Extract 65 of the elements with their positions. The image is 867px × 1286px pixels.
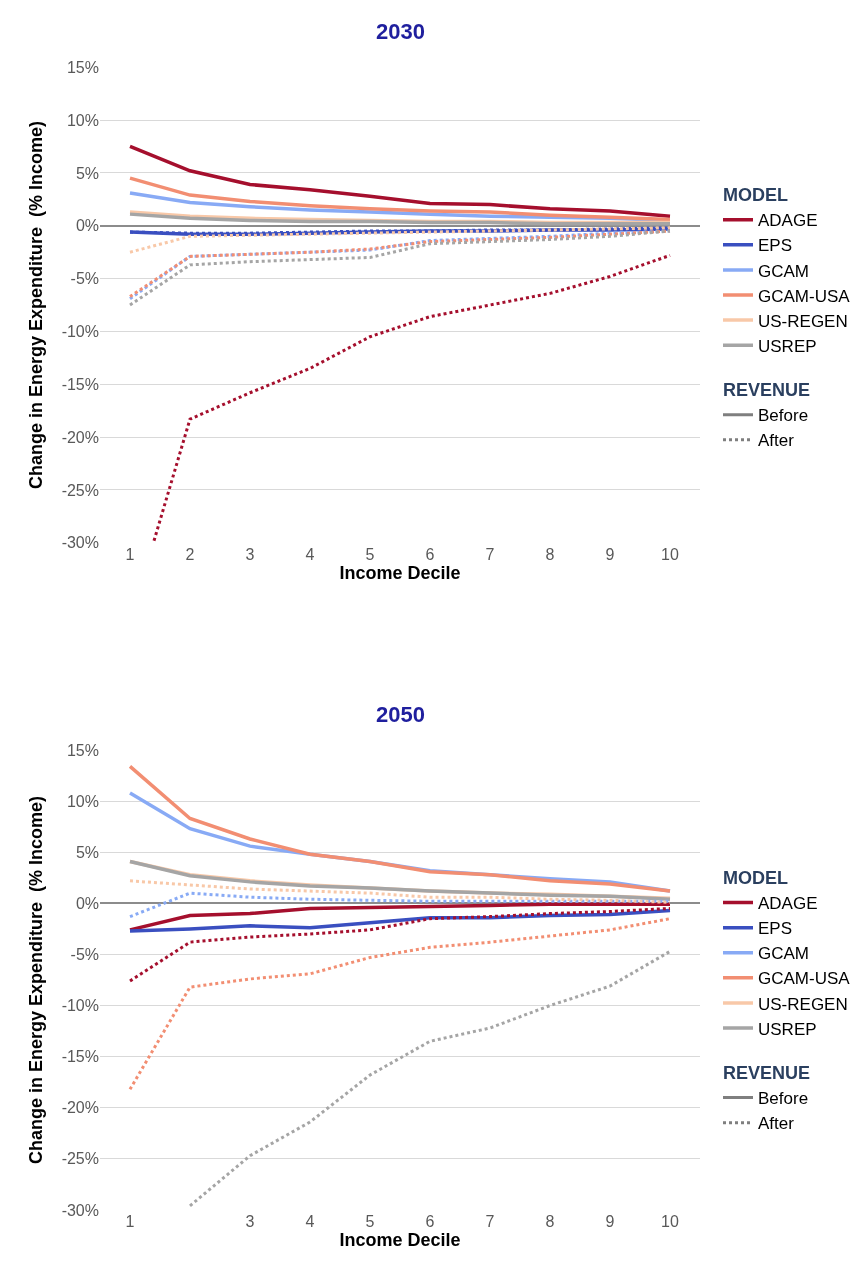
y-tick-label: 5% bbox=[75, 843, 99, 861]
legend-label: GCAM-USA bbox=[758, 969, 851, 989]
y-tick-label: 15% bbox=[66, 58, 99, 76]
chart-title: 2030 bbox=[376, 19, 425, 44]
legend-title: MODEL bbox=[723, 184, 788, 205]
chart-title: 2050 bbox=[376, 702, 425, 727]
legend-label: EPS bbox=[758, 919, 793, 939]
x-tick-label: 4 bbox=[305, 545, 315, 563]
y-tick-label: 0% bbox=[75, 894, 99, 912]
y-tick-label: 10% bbox=[66, 111, 99, 129]
x-tick-label: 7 bbox=[485, 545, 495, 563]
legend-label: US-REGEN bbox=[758, 994, 848, 1014]
text: After bbox=[758, 1114, 795, 1134]
legend-label: US-REGEN bbox=[758, 311, 848, 331]
text: After bbox=[758, 431, 795, 451]
x-tick-label: 3 bbox=[245, 1212, 255, 1230]
y-tick-label: -15% bbox=[61, 1048, 99, 1066]
y-tick-label: -25% bbox=[61, 481, 99, 499]
y-tick-label: -25% bbox=[61, 1150, 99, 1168]
legend-label: ADAGE bbox=[758, 894, 818, 914]
y-tick-label: -20% bbox=[61, 1099, 99, 1117]
y-tick-label: -5% bbox=[70, 946, 99, 964]
legend-label: USREP bbox=[758, 336, 817, 356]
x-tick-label: 6 bbox=[425, 545, 435, 563]
y-tick-label: -10% bbox=[61, 997, 99, 1015]
legend-label: EPS bbox=[758, 236, 793, 256]
text: Before bbox=[758, 406, 809, 426]
y-tick-label: -30% bbox=[61, 1201, 99, 1219]
y-tick-label: 10% bbox=[66, 792, 99, 810]
x-tick-label: 8 bbox=[545, 545, 555, 563]
x-tick-label: 9 bbox=[605, 1212, 615, 1230]
y-tick-label: 0% bbox=[75, 217, 99, 235]
y-tick-label: 5% bbox=[75, 164, 99, 182]
text: REVENUE bbox=[723, 379, 811, 400]
legend-label: ADAGE bbox=[758, 211, 818, 231]
y-tick-label: -30% bbox=[61, 534, 99, 552]
x-tick-label: 10 bbox=[661, 545, 679, 563]
x-tick-label: 4 bbox=[305, 1212, 315, 1230]
y-axis-title: Change in Energy Expenditure (% Income) bbox=[25, 120, 46, 490]
x-tick-label: 7 bbox=[485, 1212, 495, 1230]
x-tick-label: 2 bbox=[185, 545, 195, 563]
y-axis-title: Change in Energy Expenditure (% Income) bbox=[25, 795, 46, 1165]
x-tick-label: 3 bbox=[245, 545, 255, 563]
x-tick-label: 5 bbox=[365, 1212, 375, 1230]
text: Before bbox=[758, 1089, 809, 1109]
y-tick-label: -20% bbox=[61, 428, 99, 446]
x-tick-label: 8 bbox=[545, 1212, 555, 1230]
y-tick-label: -10% bbox=[61, 323, 99, 341]
x-tick-label: 1 bbox=[125, 545, 135, 563]
y-tick-label: -15% bbox=[61, 375, 99, 393]
legend-label: GCAM bbox=[758, 261, 809, 281]
x-tick-label: 6 bbox=[425, 1212, 435, 1230]
legend-label: GCAM-USA bbox=[758, 286, 851, 306]
text: REVENUE bbox=[723, 1062, 811, 1083]
x-axis-title: Income Decile bbox=[339, 562, 461, 583]
x-axis-title: Income Decile bbox=[339, 1230, 461, 1250]
x-tick-label: 10 bbox=[661, 1212, 679, 1230]
legend-title: MODEL bbox=[723, 867, 788, 888]
x-tick-label: 1 bbox=[125, 1212, 135, 1230]
y-tick-label: -5% bbox=[70, 270, 99, 288]
x-tick-label: 9 bbox=[605, 545, 615, 563]
legend-label: GCAM bbox=[758, 944, 809, 964]
x-tick-label: 5 bbox=[365, 545, 375, 563]
legend-label: USREP bbox=[758, 1019, 817, 1039]
y-tick-label: 15% bbox=[66, 741, 99, 759]
